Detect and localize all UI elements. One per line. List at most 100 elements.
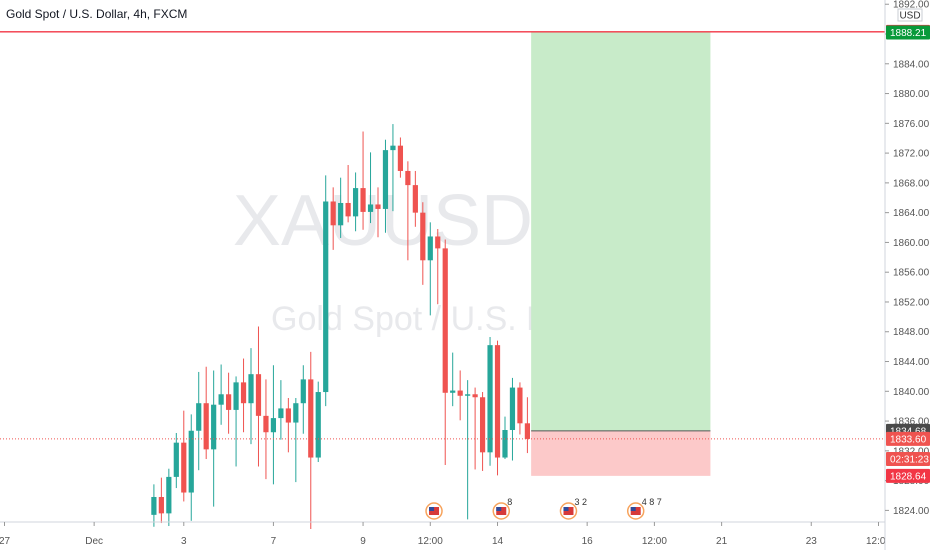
candle (226, 372, 232, 434)
candle-body (188, 430, 194, 493)
candle-body (450, 390, 456, 393)
currency-box-frame[interactable] (897, 8, 923, 22)
price-tag-label: 1833.60 (890, 434, 927, 445)
price-tag[interactable]: 1833.60 (886, 431, 930, 446)
candle (240, 358, 247, 433)
candle (367, 152, 374, 224)
candle (382, 139, 389, 233)
candle (330, 187, 336, 250)
candle (345, 165, 351, 223)
candle (465, 380, 471, 520)
candle (450, 352, 456, 407)
candle (427, 222, 433, 316)
candle-body (338, 202, 344, 226)
candle (479, 392, 486, 471)
candle (308, 351, 314, 529)
price-tick-label: 1864.00 (893, 208, 930, 219)
time-tick-label: 21 (716, 536, 728, 547)
candle (390, 124, 396, 212)
candle (375, 187, 381, 238)
time-axis[interactable]: 27 Dec 3 7 9 12:00 14 16 12:00 21 23 12:00 (0, 521, 891, 547)
candle (218, 364, 224, 425)
currency-box[interactable]: USD (897, 8, 923, 22)
currency-label: USD (899, 11, 920, 22)
candle-body (420, 212, 426, 261)
candle-body (211, 404, 217, 450)
candle-body (300, 379, 306, 404)
candle (248, 348, 254, 445)
price-tick-label: 1848.00 (893, 327, 930, 338)
candle (293, 397, 299, 483)
candle-body (442, 248, 448, 393)
time-tick-label: 12:00 (866, 536, 891, 547)
economic-events[interactable]: 8 3 2 4 8 7 (425, 497, 662, 520)
candle (158, 477, 164, 524)
candle-body (382, 150, 389, 209)
time-tick-label: 12:00 (418, 536, 443, 547)
event-flag-icon[interactable]: 4 8 7 (626, 497, 662, 520)
candle (338, 177, 344, 238)
candle-body (173, 442, 179, 477)
candle (502, 416, 508, 460)
candle (315, 381, 321, 463)
candle (352, 172, 359, 232)
event-flag-icon[interactable]: 3 2 (559, 497, 587, 520)
candle (524, 397, 530, 454)
price-tag[interactable]: 1888.21 (886, 25, 930, 40)
candles (151, 124, 530, 529)
level-lines[interactable] (0, 31, 885, 440)
candle-body (367, 204, 374, 212)
candle-body (203, 403, 209, 450)
flag-canton (630, 507, 636, 511)
event-flag-icon[interactable]: 8 (492, 497, 512, 520)
candle (323, 175, 329, 407)
candle-body (323, 201, 329, 393)
chart-title: Gold Spot / U.S. Dollar, 4h, FXCM (6, 7, 188, 21)
price-tick-label: 1840.00 (893, 387, 930, 398)
candle-body (345, 202, 351, 217)
stop-zone[interactable] (531, 430, 711, 476)
candle-body (263, 415, 269, 433)
price-tick-label: 1860.00 (893, 238, 930, 249)
price-tag-label: 1888.21 (890, 28, 927, 39)
candle (517, 382, 523, 435)
price-tick-label: 1868.00 (893, 178, 930, 189)
price-tick-label: 1872.00 (893, 149, 930, 160)
candle (405, 161, 411, 261)
candle-body (412, 185, 418, 213)
event-count: 8 (507, 497, 512, 507)
time-tick-label: 23 (806, 536, 818, 547)
candle-body (465, 394, 471, 396)
candle (472, 387, 478, 470)
flag-canton (496, 507, 502, 511)
candle (412, 170, 418, 227)
price-tag-label: 1834.68 (890, 426, 927, 437)
candle-body (233, 382, 239, 410)
candle (435, 229, 441, 305)
position-tool[interactable] (531, 31, 711, 476)
candle-body (255, 374, 262, 416)
price-tick-label: 1836.00 (893, 417, 930, 428)
candle-body (509, 387, 516, 431)
candle-body (330, 201, 336, 226)
event-flag-icon[interactable] (425, 502, 443, 520)
time-tick-label: 9 (360, 536, 366, 547)
price-tag[interactable]: 1828.64 (886, 468, 930, 483)
candle (487, 336, 493, 466)
candle (285, 397, 291, 453)
price-axis[interactable]: 1824.001828.001832.001836.001840.001844.… (884, 0, 932, 550)
time-tick-label: Dec (85, 536, 103, 547)
flag-canton (429, 507, 435, 511)
profit-zone[interactable] (531, 31, 711, 431)
candle-body (435, 236, 441, 249)
candle-body (524, 423, 530, 439)
price-tick-label: 1880.00 (893, 89, 930, 100)
candle-body (502, 430, 508, 458)
candle-body (360, 188, 366, 212)
price-tag[interactable]: 02:31:23 (886, 452, 930, 467)
flag-canton (563, 507, 569, 511)
candle-body (405, 170, 411, 186)
candle-body (315, 392, 321, 458)
